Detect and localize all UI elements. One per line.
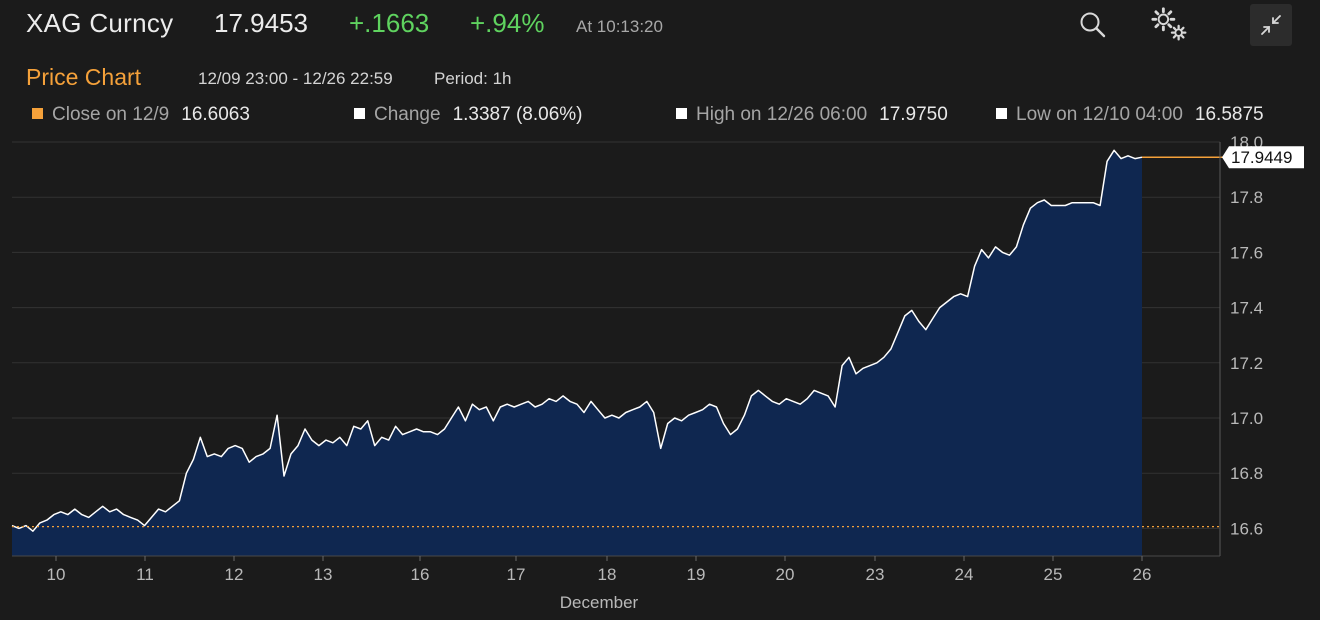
high-marker-icon (676, 108, 687, 119)
search-button[interactable] (1072, 4, 1114, 46)
x-tick-labels: 10 11 12 13 16 17 18 19 20 23 24 25 26 (47, 556, 1152, 584)
close-value: 16.6063 (181, 104, 250, 125)
settings-button[interactable] (1150, 4, 1192, 46)
x-tick-label: 26 (1133, 565, 1152, 584)
high-label: High on 12/26 06:00 (696, 104, 868, 125)
price-area (12, 150, 1142, 557)
price-line (11, 149, 1143, 532)
x-tick-label: 23 (866, 565, 885, 584)
chart-subheader: Price Chart 12/09 23:00 - 12/26 22:59 Pe… (0, 60, 1320, 96)
x-tick-label: 17 (507, 565, 526, 584)
change-stat: Change 1.3387 (8.06%) (354, 104, 582, 126)
chart-title: Price Chart (26, 64, 142, 90)
collapse-icon (1261, 15, 1281, 35)
gear-icon (1151, 7, 1187, 41)
change-label: Change (374, 104, 441, 125)
x-tick-label: 10 (47, 565, 66, 584)
ticker-symbol: XAG Curncy (26, 8, 174, 38)
x-tick-label: 20 (776, 565, 795, 584)
last-price-text: 17.9449 (1231, 148, 1292, 167)
high-stat: High on 12/26 06:00 17.9750 (676, 104, 948, 126)
period-selector[interactable]: Period: 1h (434, 69, 512, 88)
stats-legend: Close on 12/9 16.6063 Change 1.3387 (8.06%… (0, 104, 1320, 130)
x-tick-label: 12 (225, 565, 244, 584)
change-marker-icon (354, 108, 365, 119)
x-tick-label: 25 (1044, 565, 1063, 584)
low-label: Low on 12/10 04:00 (1016, 104, 1183, 125)
update-time: At 10:13:20 (576, 17, 663, 36)
y-tick-label: 17.6 (1230, 243, 1263, 262)
y-tick-labels: 16.616.817.017.217.417.617.818.0 (1230, 136, 1263, 538)
last-price-label: 17.9449 (1222, 146, 1304, 169)
date-range: 12/09 23:00 - 12/26 22:59 (198, 69, 393, 88)
search-icon (1080, 12, 1106, 38)
close-marker-icon (32, 108, 43, 119)
y-tick-label: 17.2 (1230, 354, 1263, 373)
y-tick-label: 17.8 (1230, 188, 1263, 207)
x-tick-label: 18 (598, 565, 617, 584)
net-change: +.1663 (349, 8, 430, 38)
y-tick-label: 16.8 (1230, 464, 1263, 483)
top-bar: XAG Curncy 17.9453 +.1663 +.94% At 10:13… (0, 0, 1320, 50)
x-tick-label: 19 (687, 565, 706, 584)
last-price: 17.9453 (214, 8, 308, 38)
last-price-box (1222, 146, 1304, 169)
low-marker-icon (996, 108, 1007, 119)
percent-change: +.94% (470, 8, 545, 38)
low-value: 16.5875 (1194, 104, 1264, 125)
x-tick-label: 13 (314, 565, 333, 584)
x-tick-label: 24 (955, 565, 974, 584)
collapse-button[interactable] (1250, 4, 1292, 46)
y-tick-label: 17.0 (1230, 409, 1263, 428)
low-stat: Low on 12/10 04:00 16.5875 (996, 104, 1264, 126)
price-chart[interactable]: 16.616.817.017.217.417.617.818.0 10 11 12 1… (0, 136, 1320, 620)
close-stat: Close on 12/9 16.6063 (32, 104, 250, 126)
close-label: Close on 12/9 (52, 104, 170, 125)
high-value: 17.9750 (879, 104, 948, 125)
y-tick-label: 16.6 (1230, 519, 1263, 538)
x-tick-label: 16 (411, 565, 430, 584)
x-tick-label: 11 (136, 565, 154, 584)
x-axis-label: December (560, 593, 639, 612)
change-value: 1.3387 (8.06%) (452, 104, 583, 125)
y-tick-label: 17.4 (1230, 299, 1263, 318)
